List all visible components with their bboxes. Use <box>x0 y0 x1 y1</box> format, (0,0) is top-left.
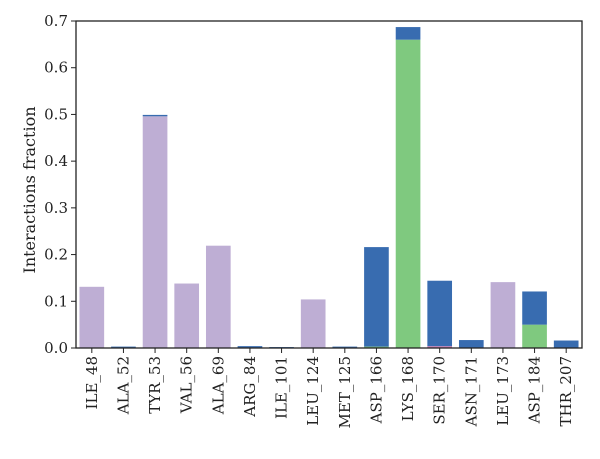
x-tick-label-arg-84: ARG_84 <box>241 356 259 418</box>
y-axis-label: Interactions fraction <box>20 106 39 273</box>
bar-asp-166-segment-3 <box>364 247 389 347</box>
bar-asn-171-segment-3 <box>458 340 484 348</box>
bar-ser-170-segment-1 <box>427 346 453 348</box>
y-tick-label: 0.5 <box>44 105 68 123</box>
bar-leu-173-segment-2 <box>490 282 516 348</box>
y-axis: 0.0 0.1 0.2 0.3 0.4 0.5 0.6 0.7 <box>44 12 76 357</box>
bar-ala-52-segment-3 <box>111 346 136 348</box>
bar-tyr-53-segment-2 <box>142 116 168 348</box>
bar-leu-124-segment-2 <box>300 299 326 348</box>
y-tick-label: 0.7 <box>44 12 68 30</box>
y-tick-label: 0.2 <box>44 246 68 264</box>
bar-arg-84-segment-3 <box>237 346 263 348</box>
x-tick-label-tyr-53: TYR_53 <box>146 356 164 414</box>
x-tick-label-ile-48: ILE_48 <box>83 356 101 409</box>
y-tick-label: 0.1 <box>44 292 68 310</box>
x-tick-label-ala-52: ALA_52 <box>114 356 132 415</box>
x-tick-label-met-125: MET_125 <box>336 356 354 428</box>
bar-asp-184-segment-3 <box>522 291 547 325</box>
x-tick-label-asp-184: ASP_184 <box>526 356 544 424</box>
x-axis: ILE_48 ALA_52 TYR_53 VAL_56 ALA_69 ARG_84 ILE_… <box>83 348 575 428</box>
x-tick-label-lys-168: LYS_168 <box>399 356 417 421</box>
plot-frame <box>75 20 583 349</box>
bar-ser-170-segment-3 <box>427 280 453 347</box>
bar-asp-166-segment-0 <box>364 346 389 348</box>
bar-met-125-segment-3 <box>332 346 358 348</box>
bar-ile-48-segment-2 <box>79 286 105 348</box>
bars-group <box>79 27 579 348</box>
y-tick-label: 0.4 <box>44 152 68 170</box>
x-tick-label-asp-166: ASP_166 <box>367 356 385 424</box>
y-tick-label: 0.0 <box>44 339 68 357</box>
x-tick-label-ser-170: SER_170 <box>431 356 449 425</box>
bar-ala-69-segment-2 <box>205 245 231 348</box>
bar-lys-168-segment-0 <box>395 39 421 348</box>
x-tick-label-ala-69: ALA_69 <box>209 356 227 415</box>
y-tick-label: 0.6 <box>44 59 68 77</box>
x-tick-label-asn-171: ASN_171 <box>462 356 480 427</box>
bar-asp-184-segment-0 <box>522 324 547 348</box>
bar-tyr-53-segment-3 <box>142 114 168 117</box>
y-tick-label: 0.3 <box>44 199 68 217</box>
x-tick-label-val-56: VAL_56 <box>178 356 196 414</box>
x-tick-label-leu-173: LEU_173 <box>494 356 512 426</box>
bar-val-56-segment-2 <box>174 283 200 348</box>
x-tick-label-leu-124: LEU_124 <box>304 356 322 426</box>
bar-lys-168-segment-3 <box>395 27 421 40</box>
x-tick-label-thr-207: THR_207 <box>557 356 575 427</box>
x-tick-label-ile-101: ILE_101 <box>273 356 291 419</box>
bar-thr-207-segment-3 <box>553 340 579 348</box>
